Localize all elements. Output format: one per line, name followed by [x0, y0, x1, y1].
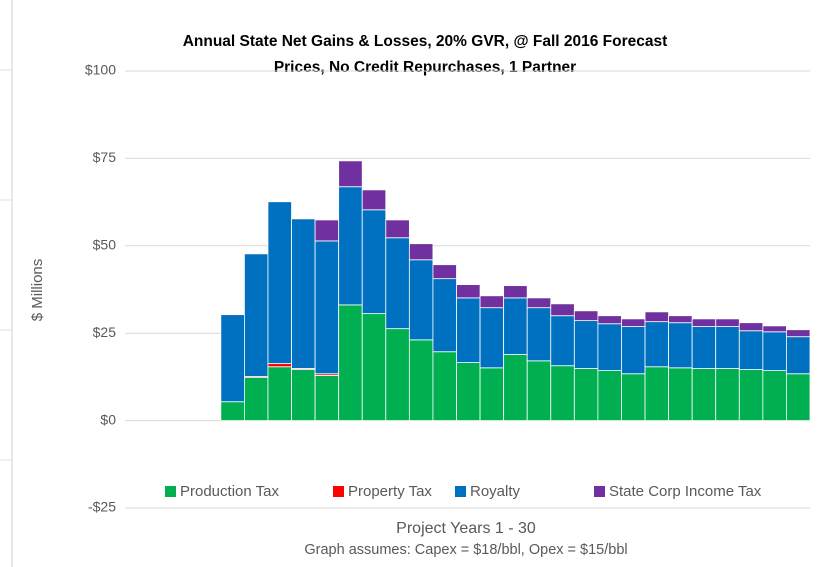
bar-segment: [385, 237, 410, 330]
bar-segment: [786, 329, 811, 338]
bar-segment: [361, 209, 387, 315]
bar-segment: [738, 322, 764, 332]
bar-segment: [408, 339, 434, 422]
bar-segment: [314, 219, 340, 242]
y-tick-label: $25: [93, 324, 117, 340]
bar-segment: [621, 373, 646, 422]
bar-segment: [267, 366, 292, 421]
bar-segment: [385, 219, 410, 239]
bar-segment: [644, 311, 669, 323]
bar-segment: [550, 315, 575, 367]
bar-segment: [361, 313, 387, 422]
bar-segment: [644, 366, 669, 421]
y-tick-label: $50: [93, 237, 117, 253]
bar-segment: [573, 368, 599, 422]
bar-segment: [220, 401, 245, 421]
bar-segment: [526, 307, 552, 362]
bar-segment: [338, 304, 363, 421]
bar-segment: [220, 314, 245, 403]
bar-segment: [573, 310, 599, 322]
bar-segment: [291, 369, 316, 422]
bar-segment: [314, 375, 340, 421]
bar-segment: [715, 368, 740, 422]
x-axis-label: Project Years 1 - 30: [396, 520, 536, 537]
bar-segment: [408, 243, 434, 261]
bar-segment: [456, 297, 481, 363]
bar-segment: [338, 186, 363, 306]
legend-label: Production Tax: [180, 483, 279, 500]
bar-segment: [267, 363, 292, 368]
bar-segment: [573, 320, 599, 369]
bar-segment: [597, 370, 622, 422]
bar-segment: [385, 328, 410, 422]
legend-swatch: [165, 486, 176, 497]
legend-label: Royalty: [470, 483, 521, 500]
legend-label: State Corp Income Tax: [609, 483, 762, 500]
bar-segment: [621, 326, 646, 375]
bar-segment: [550, 365, 575, 421]
bar-segment: [762, 331, 787, 372]
bar-segment: [432, 278, 457, 353]
bar-segment: [526, 297, 552, 309]
bar-segment: [526, 360, 552, 421]
legend-label: Property Tax: [348, 483, 432, 500]
note: Graph assumes: Capex = $18/bbl, Opex = $…: [304, 542, 627, 558]
bar-segment: [762, 325, 787, 333]
bar-segment: [644, 321, 669, 368]
y-tick-label: $0: [100, 411, 116, 427]
bar-segment: [291, 218, 316, 369]
bar-segment: [738, 369, 764, 422]
bar-segment: [243, 253, 269, 377]
bar-segment: [668, 315, 693, 324]
y-axis-label: $ Millions: [29, 259, 46, 322]
y-tick-label: $75: [93, 149, 117, 165]
bar-segment: [550, 303, 575, 317]
bar-segment: [668, 322, 693, 369]
bar-segment: [691, 368, 717, 422]
bar-segment: [479, 367, 505, 421]
bar-segment: [456, 362, 481, 422]
bar-segment: [314, 240, 340, 375]
legend-swatch: [333, 486, 344, 497]
bar-segment: [668, 367, 693, 421]
bar-segment: [267, 201, 292, 365]
bar-segment: [408, 259, 434, 341]
chart-title: Annual State Net Gains & Losses, 20% GVR…: [183, 33, 668, 50]
bar-segment: [786, 336, 811, 375]
bar-segment: [738, 330, 764, 370]
legend-swatch: [594, 486, 605, 497]
bar-segment: [361, 189, 387, 211]
bar-segment: [479, 307, 505, 369]
bar-segment: [479, 295, 505, 309]
bar-segment: [762, 370, 787, 422]
bar-segment: [456, 284, 481, 299]
y-tick-label: -$25: [88, 499, 116, 515]
bar-segment: [597, 315, 622, 325]
y-tick-label: $100: [85, 62, 116, 78]
bar-segment: [243, 377, 269, 422]
bar-segment: [691, 318, 717, 327]
bar-segment: [597, 323, 622, 372]
bar-segment: [715, 318, 740, 327]
bar-segment: [432, 351, 457, 421]
bar-segment: [715, 326, 740, 369]
bar-segment: [503, 285, 528, 299]
bar-segment: [338, 160, 363, 188]
bar-segment: [503, 297, 528, 355]
legend-swatch: [455, 486, 466, 497]
bar-segment: [432, 264, 457, 280]
bar-segment: [786, 373, 811, 422]
bar-segment: [503, 354, 528, 422]
chart-title: Prices, No Credit Repurchases, 1 Partner: [274, 59, 576, 76]
bar-segment: [691, 326, 717, 369]
bar-segment: [621, 318, 646, 327]
